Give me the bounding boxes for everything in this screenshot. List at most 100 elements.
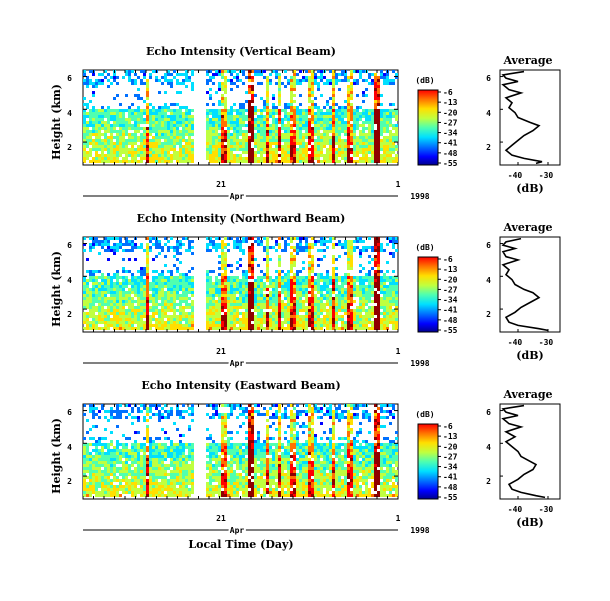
heatmap-cell <box>251 288 254 291</box>
heatmap-cell <box>353 315 356 318</box>
heatmap-cell <box>125 470 128 473</box>
heatmap-cell <box>272 294 275 297</box>
heatmap-cell <box>89 109 92 112</box>
heatmap-cell <box>365 154 368 157</box>
heatmap-cell <box>380 154 383 157</box>
heatmap-cell <box>182 273 185 276</box>
heatmap-cell <box>233 118 236 121</box>
heatmap-cell <box>356 106 359 109</box>
profile-y-tick: 6 <box>486 74 491 83</box>
heatmap-cell <box>146 127 149 130</box>
heatmap-cell <box>176 109 179 112</box>
heatmap-cell <box>377 136 380 139</box>
heatmap-cell <box>356 246 359 249</box>
heatmap-cell <box>209 279 212 282</box>
heatmap-cell <box>248 270 251 273</box>
heatmap-cell <box>152 306 155 309</box>
heatmap-cell <box>209 294 212 297</box>
heatmap-cell <box>392 243 395 246</box>
heatmap-cell <box>305 118 308 121</box>
heatmap-cell <box>323 279 326 282</box>
heatmap-cell <box>221 324 224 327</box>
heatmap-cell <box>314 148 317 151</box>
heatmap-cell <box>389 300 392 303</box>
heatmap-cell <box>332 82 335 85</box>
heatmap-cell <box>347 133 350 136</box>
heatmap-cell <box>329 139 332 142</box>
heatmap-cell <box>221 133 224 136</box>
heatmap-cell <box>236 285 239 288</box>
heatmap-cell <box>242 133 245 136</box>
heatmap-cell <box>272 109 275 112</box>
heatmap-cell <box>134 312 137 315</box>
heatmap-cell <box>311 312 314 315</box>
heatmap-cell <box>260 124 263 127</box>
heatmap-cell <box>281 309 284 312</box>
heatmap-cell <box>179 273 182 276</box>
heatmap-cell <box>131 148 134 151</box>
heatmap-cell <box>275 294 278 297</box>
heatmap-cell <box>143 327 146 330</box>
heatmap-cell <box>260 121 263 124</box>
heatmap-cell <box>293 112 296 115</box>
heatmap-cell <box>128 151 131 154</box>
heatmap-cell <box>125 482 128 485</box>
heatmap-cell <box>95 145 98 148</box>
heatmap-cell <box>365 151 368 154</box>
heatmap-cell <box>167 160 170 163</box>
heatmap-cell <box>167 157 170 160</box>
heatmap-cell <box>323 136 326 139</box>
heatmap-cell <box>206 303 209 306</box>
heatmap-cell <box>122 318 125 321</box>
heatmap-cell <box>131 109 134 112</box>
heatmap-cell <box>215 109 218 112</box>
heatmap-cell <box>188 133 191 136</box>
heatmap-cell <box>338 285 341 288</box>
heatmap-cell <box>347 127 350 130</box>
heatmap-cell <box>143 288 146 291</box>
heatmap-cell <box>191 124 194 127</box>
heatmap-cell <box>242 300 245 303</box>
heatmap-cell <box>113 246 116 249</box>
heatmap-cell <box>95 154 98 157</box>
heatmap-cell <box>173 148 176 151</box>
heatmap-cell <box>134 246 137 249</box>
heatmap-cell <box>134 294 137 297</box>
heatmap-cell <box>251 109 254 112</box>
heatmap-cell <box>173 115 176 118</box>
heatmap-cell <box>263 282 266 285</box>
heatmap-cell <box>374 324 377 327</box>
heatmap-cell <box>161 291 164 294</box>
heatmap-cell <box>305 285 308 288</box>
heatmap-cell <box>260 115 263 118</box>
heatmap-cell <box>320 94 323 97</box>
heatmap-cell <box>221 76 224 79</box>
heatmap-cell <box>113 494 116 497</box>
heatmap-cell <box>245 282 248 285</box>
heatmap-cell <box>107 458 110 461</box>
heatmap-cell <box>116 237 119 240</box>
heatmap-cell <box>326 291 329 294</box>
heatmap-cell <box>206 148 209 151</box>
heatmap-cell <box>275 297 278 300</box>
heatmap-cell <box>98 455 101 458</box>
heatmap-cell <box>311 100 314 103</box>
heatmap-cell <box>332 115 335 118</box>
heatmap-cell <box>218 157 221 160</box>
heatmap-cell <box>161 297 164 300</box>
heatmap-cell <box>92 270 95 273</box>
heatmap-cell <box>305 276 308 279</box>
heatmap-cell <box>281 303 284 306</box>
heatmap-cell <box>257 136 260 139</box>
heatmap-cell <box>269 145 272 148</box>
heatmap-cell <box>179 315 182 318</box>
heatmap-cell <box>389 291 392 294</box>
heatmap-cell <box>344 127 347 130</box>
heatmap-cell <box>239 297 242 300</box>
heatmap-cell <box>248 85 251 88</box>
heatmap-cell <box>269 294 272 297</box>
heatmap-cell <box>338 124 341 127</box>
heatmap-cell <box>188 136 191 139</box>
heatmap-cell <box>338 109 341 112</box>
heatmap-cell <box>386 121 389 124</box>
